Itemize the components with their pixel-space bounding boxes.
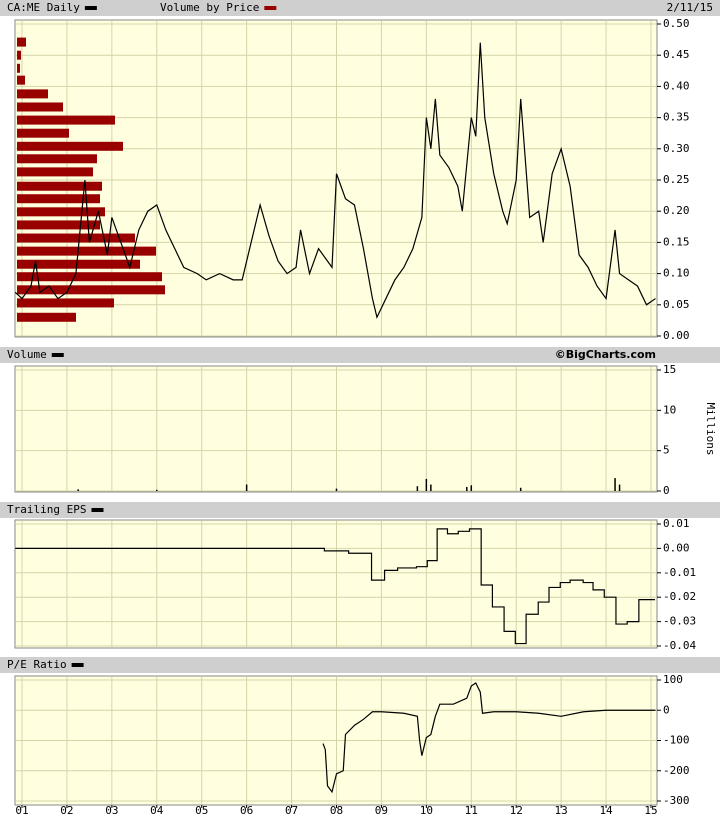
legend-swatch xyxy=(84,6,97,10)
y-tick-label: 0 xyxy=(663,703,670,716)
legend-label: CA:ME Daily xyxy=(7,1,80,14)
volume-by-price-bar xyxy=(17,115,115,125)
y-tick-label: 0.50 xyxy=(663,17,690,30)
volume-by-price-bar xyxy=(17,233,135,243)
volume-bar xyxy=(618,484,621,491)
volume-by-price-bar xyxy=(17,89,48,99)
y-tick-label: 0.10 xyxy=(663,267,690,280)
volume-by-price-bar xyxy=(17,298,114,308)
y-axis-label: Millions xyxy=(704,403,717,456)
x-tick-label: 06 xyxy=(240,804,253,817)
y-tick-label: -300 xyxy=(663,794,690,807)
y-tick-label: 0.25 xyxy=(663,173,690,186)
y-tick-label: 0.45 xyxy=(663,48,690,61)
x-tick-label: 14 xyxy=(599,804,613,817)
volume-by-price-bar xyxy=(17,259,140,269)
y-tick-label: -100 xyxy=(663,734,690,747)
x-tick-label: 13 xyxy=(555,804,568,817)
volume-by-price-bar xyxy=(17,37,26,47)
y-tick-label: -0.02 xyxy=(663,590,696,603)
x-tick-label: 02 xyxy=(60,804,73,817)
y-tick-label: 100 xyxy=(663,673,683,686)
volume-bar xyxy=(430,484,432,491)
volume-by-price-bar xyxy=(17,246,156,256)
y-tick-label: 0.20 xyxy=(663,204,690,217)
x-tick-label: 10 xyxy=(420,804,433,817)
volume-by-price-bar xyxy=(17,154,97,164)
volume-bar xyxy=(156,489,158,491)
volume-bar xyxy=(519,487,522,491)
y-tick-label: 0.35 xyxy=(663,111,690,124)
x-tick-label: 07 xyxy=(285,804,298,817)
data-line xyxy=(14,42,656,320)
volume-by-price-bar xyxy=(17,220,100,230)
volume-by-price-bar xyxy=(17,75,25,85)
legend-swatch xyxy=(71,663,84,667)
y-tick-label: 0.15 xyxy=(663,235,690,248)
panel-header xyxy=(0,502,720,518)
legend-swatch xyxy=(264,6,277,10)
volume-bar xyxy=(335,488,338,491)
date-label: 2/11/15 xyxy=(667,1,713,14)
volume-bar xyxy=(614,478,616,491)
y-tick-label: 0 xyxy=(663,484,670,497)
volume-by-price-bar xyxy=(17,102,63,112)
volume-by-price-bar xyxy=(17,141,123,151)
volume-bar xyxy=(245,484,248,491)
x-tick-label: 08 xyxy=(330,804,343,817)
panel-header xyxy=(0,0,720,16)
volume-by-price-bar xyxy=(17,128,69,138)
x-tick-label: 03 xyxy=(105,804,118,817)
volume-by-price-bar xyxy=(17,50,21,60)
x-tick-label: 15 xyxy=(644,804,657,817)
panel-header xyxy=(0,347,720,363)
volume-by-price-bar xyxy=(17,207,105,217)
x-tick-label: 09 xyxy=(375,804,388,817)
y-tick-label: 15 xyxy=(663,363,676,376)
y-tick-label: 10 xyxy=(663,403,676,416)
x-tick-label: 04 xyxy=(150,804,164,817)
x-tick-label: 12 xyxy=(510,804,523,817)
y-tick-label: 0.30 xyxy=(663,142,690,155)
x-tick-label: 11 xyxy=(465,804,478,817)
y-tick-label: 0.05 xyxy=(663,298,690,311)
legend-label: Volume xyxy=(7,348,47,361)
volume-by-price-bar xyxy=(17,312,76,322)
y-tick-label: 0.01 xyxy=(663,517,690,530)
volume-by-price-bar xyxy=(17,181,102,191)
legend-label: Trailing EPS xyxy=(7,503,86,516)
y-tick-label: 0.40 xyxy=(663,79,690,92)
y-tick-label: 5 xyxy=(663,444,670,457)
volume-bar xyxy=(425,478,428,491)
legend-label: Volume by Price xyxy=(160,1,259,14)
volume-bar xyxy=(466,486,468,491)
panel-header xyxy=(0,657,720,673)
data-line xyxy=(15,528,655,645)
x-tick-label: 05 xyxy=(195,804,208,817)
volume-bar xyxy=(77,489,79,491)
y-tick-label: 0.00 xyxy=(663,541,690,554)
y-tick-label: 0.00 xyxy=(663,329,690,342)
legend-label: P/E Ratio xyxy=(7,658,67,671)
y-tick-label: -0.04 xyxy=(663,639,696,652)
volume-by-price-bar xyxy=(17,272,162,282)
volume-by-price-bar xyxy=(17,194,100,204)
y-tick-label: -0.01 xyxy=(663,566,696,579)
y-tick-label: -0.03 xyxy=(663,615,696,628)
volume-bar xyxy=(470,485,473,491)
credit: ©BigCharts.com xyxy=(555,348,656,361)
volume-by-price-bar xyxy=(17,167,93,177)
x-tick-label: 01 xyxy=(15,804,28,817)
data-line xyxy=(322,682,656,794)
y-tick-label: -200 xyxy=(663,764,690,777)
legend-swatch xyxy=(91,508,104,512)
volume-bar xyxy=(416,486,419,491)
volume-by-price-bar xyxy=(17,63,20,73)
legend-swatch xyxy=(51,353,64,357)
volume-by-price-bar xyxy=(17,285,165,295)
